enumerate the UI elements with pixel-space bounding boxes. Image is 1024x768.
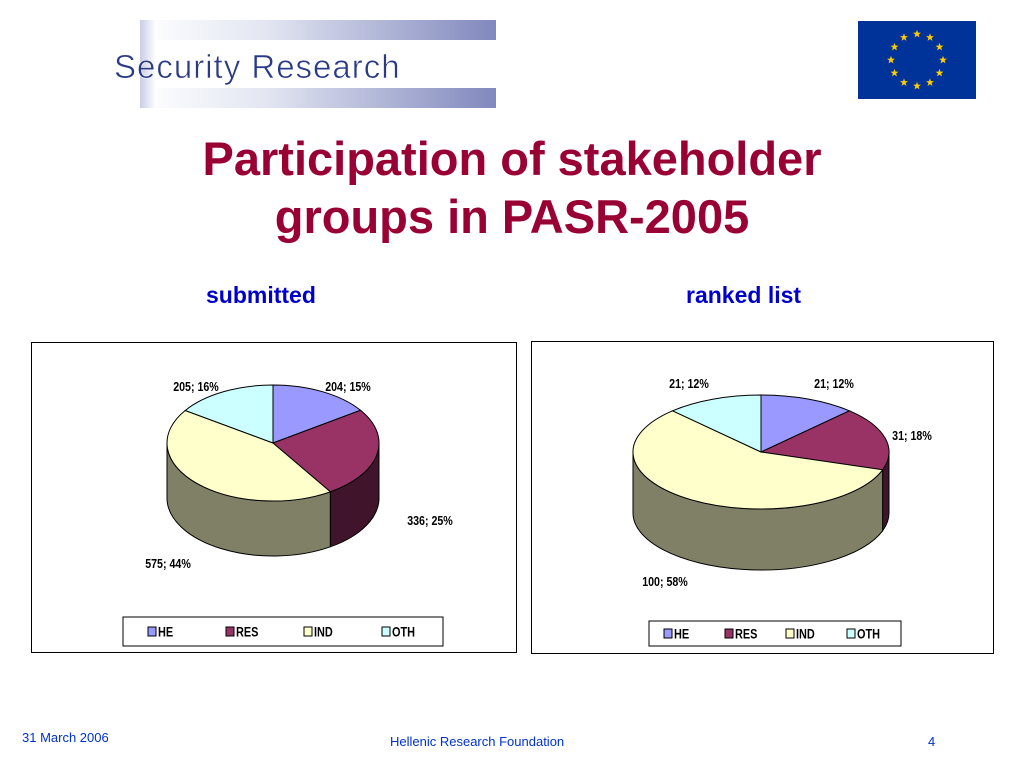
legend-swatch-he: [147, 626, 157, 637]
data-label-he: 21; 12%: [814, 376, 854, 391]
submitted-subtitle: submitted: [206, 282, 316, 308]
submitted-chart: 204; 15% 336; 25% 575; 44% 205; 16% HE RES IND…: [31, 342, 517, 653]
pie-slice-res: [759, 410, 890, 471]
eu-star-icon: [935, 68, 944, 77]
pie-slice-he: [760, 394, 851, 453]
data-label-oth: 205; 16%: [173, 379, 219, 394]
legend-swatch-res: [225, 626, 235, 637]
eu-star-icon: [913, 81, 921, 90]
eu-star-icon: [926, 33, 934, 41]
footer-page-number: 4: [928, 734, 936, 749]
ranked-list-subtitle: ranked list: [686, 282, 802, 308]
title-line-1: Participation of stakeholder: [202, 132, 822, 185]
data-label-res: 31; 18%: [892, 428, 932, 443]
legend-swatch-oth: [846, 628, 856, 639]
eu-star-icon: [890, 42, 899, 51]
data-label-oth: 21; 12%: [669, 376, 709, 391]
ranked-list-chart: 21; 12% 31; 18% 100; 58% 21; 12% HE RES IND OTH: [531, 341, 994, 654]
legend: [648, 620, 902, 647]
eu-star-icon: [890, 68, 899, 77]
pie-slice-ind: [166, 409, 332, 502]
legend-swatch-res: [724, 628, 734, 639]
legend-swatch-oth: [381, 626, 391, 637]
eu-star-icon: [900, 78, 908, 86]
footer-organization: Hellenic Research Foundation: [390, 734, 565, 749]
legend-label-oth: OTH: [857, 626, 880, 642]
pie-slice-oth: [184, 384, 274, 444]
legend-swatch-he: [663, 628, 673, 639]
slide-title: Participation of stakeholder groups in P…: [60, 130, 964, 246]
data-label-he: 204; 15%: [325, 379, 371, 394]
pie-slice-ind: [632, 410, 884, 510]
title-line-2: groups in PASR-2005: [274, 190, 750, 243]
legend-swatch-ind: [785, 628, 795, 639]
ranked-list-pie-svg: 21; 12% 31; 18% 100; 58% 21; 12% HE RES IND OTH: [632, 376, 932, 647]
eu-flag-icon: [858, 21, 976, 99]
legend-label-oth: OTH: [392, 624, 415, 640]
legend-label-res: RES: [735, 626, 757, 642]
legend-label-he: HE: [158, 624, 173, 640]
data-label-ind: 100; 58%: [642, 574, 688, 589]
logo-text: Security Research: [114, 48, 401, 85]
pie-slice-he: [272, 384, 362, 444]
security-research-logo: Security Research: [114, 20, 496, 108]
submitted-pie-svg: 204; 15% 336; 25% 575; 44% 205; 16% HE RES IND…: [122, 379, 453, 647]
legend-swatch-ind: [303, 626, 313, 637]
footer-date: 31 March 2006: [22, 730, 109, 745]
eu-star-icon: [913, 29, 921, 38]
eu-star-icon: [935, 42, 944, 51]
eu-star-icon: [900, 33, 908, 41]
legend-label-he: HE: [674, 626, 689, 642]
eu-star-icon: [887, 55, 895, 64]
legend-label-ind: IND: [796, 626, 815, 642]
legend-label-ind: IND: [314, 624, 333, 640]
pie-slice-oth: [671, 394, 762, 453]
data-label-ind: 575; 44%: [145, 556, 191, 571]
data-label-res: 336; 25%: [407, 513, 453, 528]
pie-slice-res: [272, 409, 380, 493]
eu-star-icon: [926, 78, 934, 86]
eu-star-icon: [939, 55, 947, 64]
legend-label-res: RES: [236, 624, 258, 640]
